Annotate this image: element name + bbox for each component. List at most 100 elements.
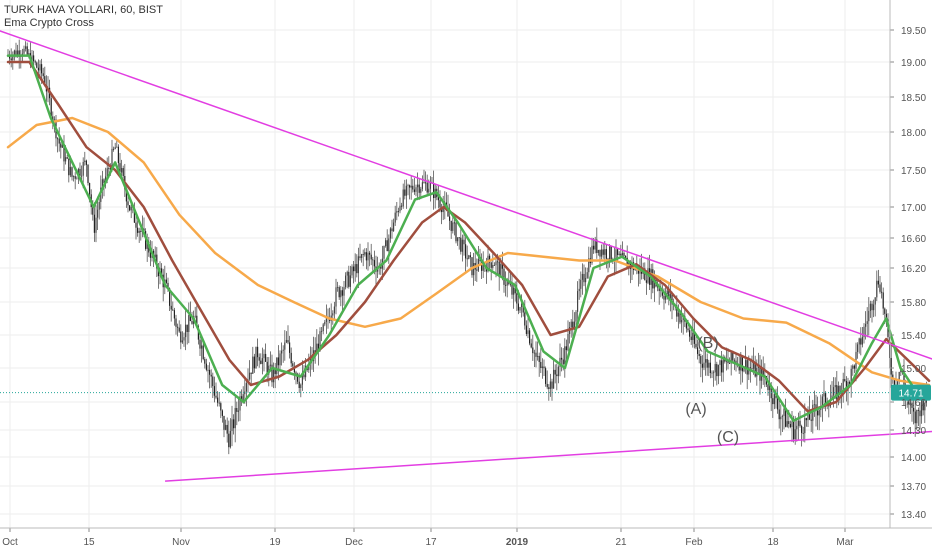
candle-body (68, 158, 70, 176)
candle-body (863, 326, 865, 338)
candle-body (453, 222, 455, 224)
candle-body (916, 409, 918, 424)
candle-body (226, 424, 228, 434)
candle-body (789, 424, 791, 428)
y-tick-label: 13.70 (901, 482, 926, 493)
candle-body (231, 419, 233, 432)
candle-body (407, 185, 409, 187)
candle-body (37, 67, 39, 71)
candle-body (301, 374, 303, 385)
y-tick-label: 16.20 (901, 264, 926, 275)
candle-body (620, 253, 622, 256)
candle-body (522, 303, 524, 313)
candle-body (698, 353, 700, 357)
candle-body (25, 46, 27, 49)
candle-body (703, 362, 705, 368)
candle-body (271, 364, 273, 383)
candle-body (98, 201, 100, 210)
candle-body (449, 216, 451, 221)
candle-body (324, 321, 326, 325)
candle-body (833, 387, 835, 396)
candle-body (805, 418, 807, 421)
candle-body (121, 168, 123, 173)
candle-body (828, 405, 830, 407)
x-tick-label: Oct (2, 537, 18, 548)
candle-body (908, 399, 910, 405)
candle-body (287, 340, 289, 343)
candle-body (772, 398, 774, 405)
candle-body (866, 321, 868, 324)
candle-body (169, 288, 171, 306)
trendlines (0, 30, 932, 482)
candle-body (506, 281, 508, 286)
candle-body (386, 240, 388, 252)
candle-body (487, 255, 489, 272)
candle-body (370, 254, 372, 260)
candle-body (181, 340, 183, 343)
candle-body (505, 284, 507, 286)
candle-body (730, 352, 732, 364)
candle-body (799, 420, 801, 427)
y-tick-label: 14.30 (901, 426, 926, 437)
candle-body (893, 378, 895, 390)
candle-body (332, 313, 334, 316)
candle-body (207, 369, 209, 371)
candle-body (733, 360, 735, 362)
candle-body (292, 363, 294, 367)
candle-body (215, 395, 217, 398)
candle-body (175, 318, 177, 327)
candle-body (853, 365, 855, 369)
candle-body (585, 277, 587, 283)
candle-body (489, 255, 491, 263)
candle-body (221, 410, 223, 416)
candle-body (300, 384, 302, 388)
candle-body (625, 256, 627, 258)
candle-body (793, 421, 795, 440)
candle-body (282, 349, 284, 351)
candle-body (788, 421, 790, 425)
candle-body (794, 429, 796, 440)
lower-trendline (165, 430, 932, 482)
candle-body (388, 238, 390, 252)
candle-body (199, 339, 201, 349)
candle-body (705, 359, 707, 363)
candle-body (180, 331, 182, 343)
candle-body (481, 261, 483, 271)
candle-body (425, 182, 427, 184)
candle-body (316, 343, 318, 353)
candle-body (137, 227, 139, 233)
candle-body (314, 350, 316, 353)
candle-body (357, 256, 359, 274)
candle-body (497, 261, 499, 263)
candle-body (882, 292, 884, 309)
candle-body (593, 245, 595, 250)
candle-body (804, 418, 806, 434)
candle-body (261, 358, 263, 364)
x-tick-label: 17 (425, 537, 437, 548)
candle-body (322, 324, 324, 332)
candle-body (396, 211, 398, 213)
candle-body (748, 367, 750, 375)
candle-body (463, 239, 465, 245)
candle-body (546, 383, 548, 388)
candle-body (549, 381, 551, 390)
candle-body (122, 168, 124, 177)
symbol-title: TURK HAVA YOLLARI, 60, BIST (4, 4, 163, 16)
candle-body (818, 409, 820, 416)
candle-body (92, 207, 94, 215)
candle-body (717, 365, 719, 377)
candle-body (711, 372, 713, 374)
candle-body (9, 55, 11, 59)
candle-body (233, 419, 235, 429)
candle-body (543, 366, 545, 369)
candle-body (898, 372, 900, 382)
candle-body (873, 304, 875, 311)
candle-body (58, 138, 60, 144)
y-tick-label: 17.50 (901, 166, 926, 177)
candle-body (177, 326, 179, 328)
candle-body (210, 374, 212, 377)
candle-body (242, 394, 244, 400)
candle-body (753, 361, 755, 369)
